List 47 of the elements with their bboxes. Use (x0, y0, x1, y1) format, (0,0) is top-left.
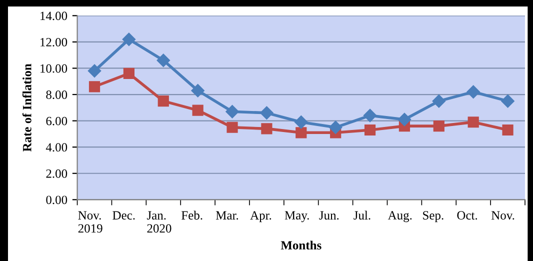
x-tick-label: Aug. (388, 211, 412, 222)
point (156, 54, 170, 67)
x-tick-label: Mar. (216, 211, 238, 220)
x-tick-label: Apr. (250, 211, 272, 222)
x-tick-label: Nov. (491, 211, 514, 220)
x-tick-label: Oct. (457, 211, 478, 220)
point (364, 124, 376, 136)
point (226, 105, 239, 118)
point (294, 116, 308, 129)
x-axis-title: Months (280, 240, 322, 250)
y-tick-label: 4.00 (46, 143, 68, 152)
point (363, 108, 377, 122)
point (502, 124, 514, 136)
point (226, 122, 238, 133)
point (260, 106, 274, 120)
point (88, 81, 100, 92)
x-tick-label: May. (284, 211, 309, 222)
x-tick-label: Feb. (182, 210, 202, 220)
point (433, 120, 444, 132)
point (296, 127, 307, 138)
point (123, 68, 134, 80)
point (398, 112, 412, 126)
point (432, 94, 446, 108)
y-tick-label: 8.00 (46, 90, 68, 100)
point (88, 64, 102, 78)
point (328, 120, 342, 134)
point (466, 85, 480, 98)
point (468, 116, 479, 128)
y-axis-title: Rate of Inflation (22, 64, 32, 152)
point (192, 104, 204, 116)
point (191, 84, 204, 98)
x-tick-label: Dec. (112, 211, 135, 220)
x-tick-label: Nov. 2019 (78, 211, 102, 233)
x-tick-label: Sep. (423, 211, 444, 222)
y-tick-label: 2.00 (46, 169, 68, 178)
point (261, 123, 272, 134)
y-tick-label: 0.00 (46, 196, 68, 204)
x-tick-label: Jul. (354, 210, 370, 220)
y-tick-label: 12.00 (40, 38, 68, 46)
point (122, 32, 136, 46)
x-tick-label: Jun. (319, 211, 339, 220)
y-tick-label: 10.00 (40, 64, 68, 73)
x-tick-label: Jan. 2020 (146, 211, 172, 233)
y-tick-label: 14.00 (40, 12, 68, 20)
y-tick-label: 6.00 (46, 116, 68, 126)
point (501, 94, 514, 108)
point (158, 96, 169, 107)
